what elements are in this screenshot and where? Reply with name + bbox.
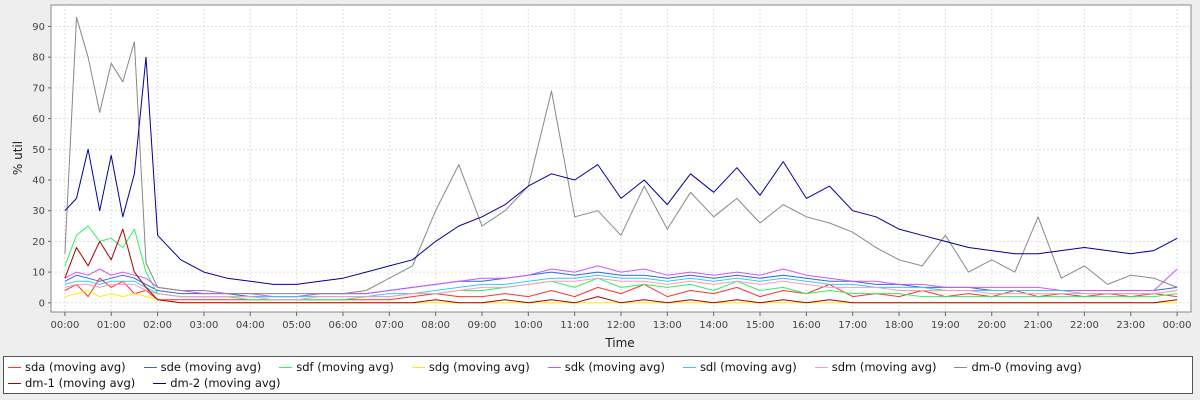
legend-item: sdm (moving avg) [814, 359, 937, 375]
x-tick-label: 08:00 [421, 320, 450, 331]
legend-label: sdl (moving avg) [699, 360, 797, 374]
x-tick-label: 17:00 [838, 320, 867, 331]
series-line-sde [64, 271, 1178, 298]
x-tick-label: 15:00 [746, 320, 775, 331]
legend-swatch [814, 366, 828, 368]
x-tick-label: 18:00 [885, 320, 914, 331]
x-tick-label: 10:00 [514, 320, 543, 331]
legend-swatch [954, 366, 968, 368]
x-tick-label: 07:00 [375, 320, 404, 331]
legend-label: dm-1 (moving avg) [25, 376, 136, 390]
line-chart: 0 10 20 30 40 50 60 70 80 90 00:00 01:00 02:00 03:00… [11, 4, 1192, 350]
x-tick-label: 09:00 [468, 320, 497, 331]
x-tick-label: 05:00 [282, 320, 311, 331]
y-tick-label: 90 [32, 22, 45, 33]
legend-item: sde (moving avg) [143, 359, 262, 375]
x-tick-label: 00:00 [1163, 320, 1192, 331]
x-tick-label: 01:00 [97, 320, 126, 331]
y-axis-title: % util [11, 141, 25, 175]
legend-item: dm-2 (moving avg) [153, 375, 280, 391]
series-line-sda [64, 277, 1178, 301]
legend-swatch [547, 366, 561, 368]
x-tick-label: 06:00 [329, 320, 358, 331]
y-tick-label: 20 [32, 237, 45, 248]
series-line-dm-0 [64, 16, 1178, 295]
legend-item: dm-0 (moving avg) [954, 359, 1082, 375]
y-tick-label: 60 [32, 114, 45, 125]
x-tick-label: 16:00 [792, 320, 821, 331]
legend-label: dm-2 (moving avg) [170, 376, 281, 390]
legend-label: sdf (moving avg) [296, 360, 394, 374]
x-tick-label: 13:00 [653, 320, 682, 331]
legend-label: sdm (moving avg) [831, 360, 937, 374]
x-tick-label: 19:00 [931, 320, 960, 331]
legend-swatch [8, 382, 21, 384]
legend-item: dm-1 (moving avg) [8, 375, 135, 391]
legend-item: sdf (moving avg) [279, 359, 394, 375]
x-tick-label: 21:00 [1024, 320, 1053, 331]
chart-legend: sda (moving avg) sde (moving avg) sdf (mov… [3, 356, 1193, 394]
x-tick-label: 20:00 [977, 320, 1006, 331]
legend-item: sdk (moving avg) [547, 359, 665, 375]
x-tick-label: 11:00 [560, 320, 589, 331]
legend-swatch [279, 366, 293, 368]
y-tick-label: 0 [39, 298, 45, 309]
legend-label: sde (moving avg) [160, 360, 262, 374]
series-line-sdm [64, 277, 1178, 301]
legend-label: sda (moving avg) [25, 360, 126, 374]
y-tick-label: 30 [32, 206, 45, 217]
y-tick-label: 80 [32, 53, 45, 64]
legend-item: sdg (moving avg) [411, 359, 530, 375]
x-tick-label: 03:00 [190, 320, 219, 331]
legend-label: sdg (moving avg) [428, 360, 530, 374]
y-tick-label: 40 [32, 175, 45, 186]
x-tick-label: 02:00 [143, 320, 172, 331]
x-tick-label: 14:00 [699, 320, 728, 331]
x-tick-label: 22:00 [1070, 320, 1099, 331]
legend-swatch [411, 366, 425, 368]
x-axis-ticks: 00:00 01:00 02:00 03:00 04:00 05:00 06:00 07:00… [50, 312, 1192, 331]
legend-label: dm-0 (moving avg) [971, 360, 1082, 374]
y-tick-label: 50 [32, 145, 45, 156]
x-tick-label: 00:00 [50, 320, 79, 331]
y-tick-label: 10 [32, 268, 45, 279]
legend-item: sdl (moving avg) [682, 359, 797, 375]
series-line-dm-2 [64, 56, 1178, 285]
legend-label: sdk (moving avg) [564, 360, 665, 374]
legend-swatch [143, 366, 157, 368]
series-line-dm-1 [64, 228, 1178, 304]
x-tick-label: 12:00 [607, 320, 636, 331]
x-tick-label: 04:00 [236, 320, 265, 331]
legend-item: sda (moving avg) [8, 359, 126, 375]
x-axis-title: Time [604, 336, 634, 350]
legend-swatch [153, 382, 167, 384]
series-lines [64, 16, 1178, 304]
y-axis-ticks: 0 10 20 30 40 50 60 70 80 90 [32, 22, 51, 309]
x-tick-label: 23:00 [1116, 320, 1145, 331]
y-tick-label: 70 [32, 83, 45, 94]
legend-swatch [8, 366, 21, 368]
legend-swatch [682, 366, 696, 368]
